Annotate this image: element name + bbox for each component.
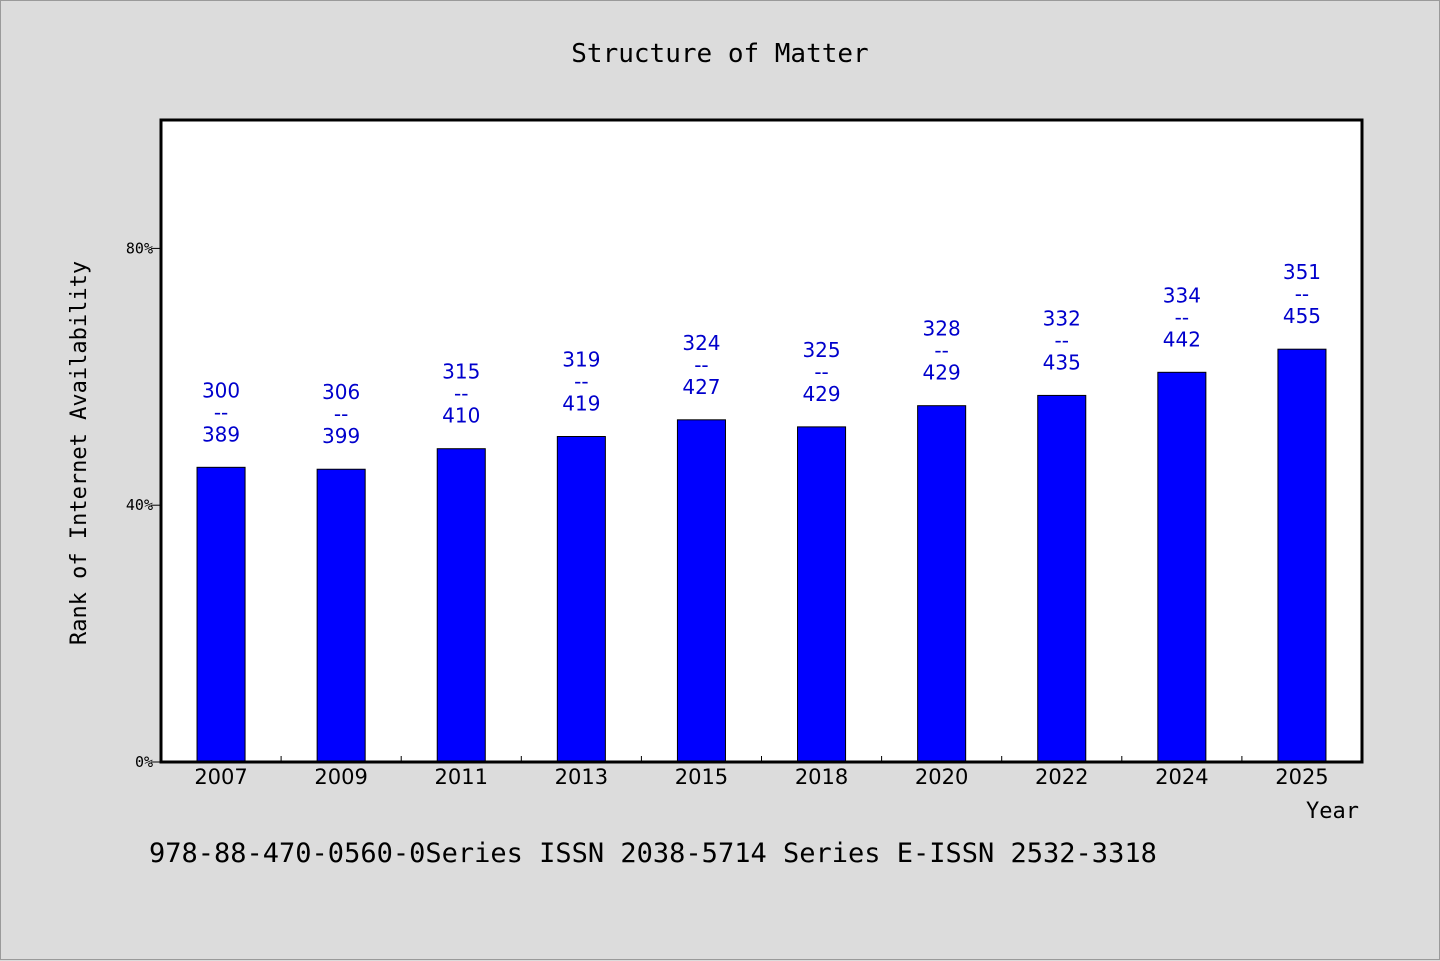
footer-text: 978-88-470-0560-0Series ISSN 2038-5714 S… [149,838,1157,869]
bar-label-2007-line3: 389 [202,422,240,446]
bar-label-2011-line1: 315 [442,360,480,384]
bar-2018 [797,426,847,763]
bar-label-2011-line2: -- [454,382,468,406]
bar-label-2009-line2: -- [334,402,348,426]
x-axis-label: Year [1306,799,1359,824]
bar-label-2025-line3: 455 [1283,304,1321,328]
bar-label-2007-line1: 300 [202,378,240,402]
bar-label-2025-line1: 351 [1283,260,1321,284]
bar-label-2015-line1: 324 [682,331,720,355]
y-tick-label-1: 40% [126,496,153,514]
bar-label-2009-line1: 306 [322,380,360,404]
bar-label-2022-line2: -- [1055,328,1069,352]
bars-group: 300--389306--399315--410319--419324--427… [196,260,1327,763]
bar-label-2022-line1: 332 [1043,306,1081,330]
bar-2015 [676,419,726,763]
chart-title: Structure of Matter [571,39,868,69]
bar-label-2025-line2: -- [1295,282,1309,306]
x-tick-label-2011: 2011 [435,765,488,789]
x-tick-label-2025: 2025 [1275,765,1328,789]
bar-label-2007-line2: -- [214,400,228,424]
bar-label-2013-line3: 419 [562,392,600,416]
x-tick-label-2018: 2018 [795,765,848,789]
y-tick-label-2: 80% [126,239,153,257]
x-tick-label-2015: 2015 [675,765,728,789]
bar-2024 [1157,371,1207,763]
bar-2013 [556,436,606,763]
bar-label-2018-line2: -- [814,360,828,384]
axes-group: 2007 2009 2011 2013 2015 2018 2020 2022 2024 2025… [126,239,1329,789]
bar-label-2015-line2: -- [694,353,708,377]
bar-label-2024-line1: 334 [1163,283,1201,307]
bar-label-2022-line3: 435 [1043,350,1081,374]
plot-frame [159,118,1364,764]
bar-label-2013-line2: -- [574,370,588,394]
bar-2011 [436,448,486,763]
bar-2007 [196,466,246,763]
bar-label-2020-line1: 328 [923,317,961,341]
bar-label-2024-line2: -- [1175,305,1189,329]
bar-2009 [316,468,366,763]
bar-label-2009-line3: 399 [322,424,360,448]
x-tick-label-2013: 2013 [555,765,608,789]
x-tick-label-2022: 2022 [1035,765,1088,789]
bar-2025 [1277,348,1327,763]
bar-label-2024-line3: 442 [1163,327,1201,351]
bar-label-2018-line3: 429 [802,382,840,406]
y-tick-label-0: 0% [135,753,153,771]
bar-label-2013-line1: 319 [562,348,600,372]
bar-label-2020-line2: -- [934,339,948,363]
bar-label-2011-line3: 410 [442,404,480,428]
y-axis-label: Rank of Internet Availability [67,261,92,645]
bar-2022 [1037,394,1087,763]
x-tick-label-2020: 2020 [915,765,968,789]
bar-label-2015-line3: 427 [682,375,720,399]
x-tick-label-2024: 2024 [1155,765,1208,789]
x-tick-label-2009: 2009 [314,765,367,789]
bar-2020 [917,405,967,763]
bar-label-2018-line1: 325 [802,338,840,362]
x-tick-label-2007: 2007 [194,765,247,789]
bar-label-2020-line3: 429 [923,361,961,385]
